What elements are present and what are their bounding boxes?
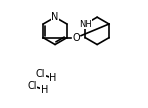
Text: O: O [72,33,80,43]
Text: H: H [41,85,48,95]
Text: Cl: Cl [27,81,37,91]
Text: H: H [49,73,57,83]
Text: N: N [51,12,59,22]
Text: Cl: Cl [36,69,45,79]
Text: NH: NH [79,20,92,29]
